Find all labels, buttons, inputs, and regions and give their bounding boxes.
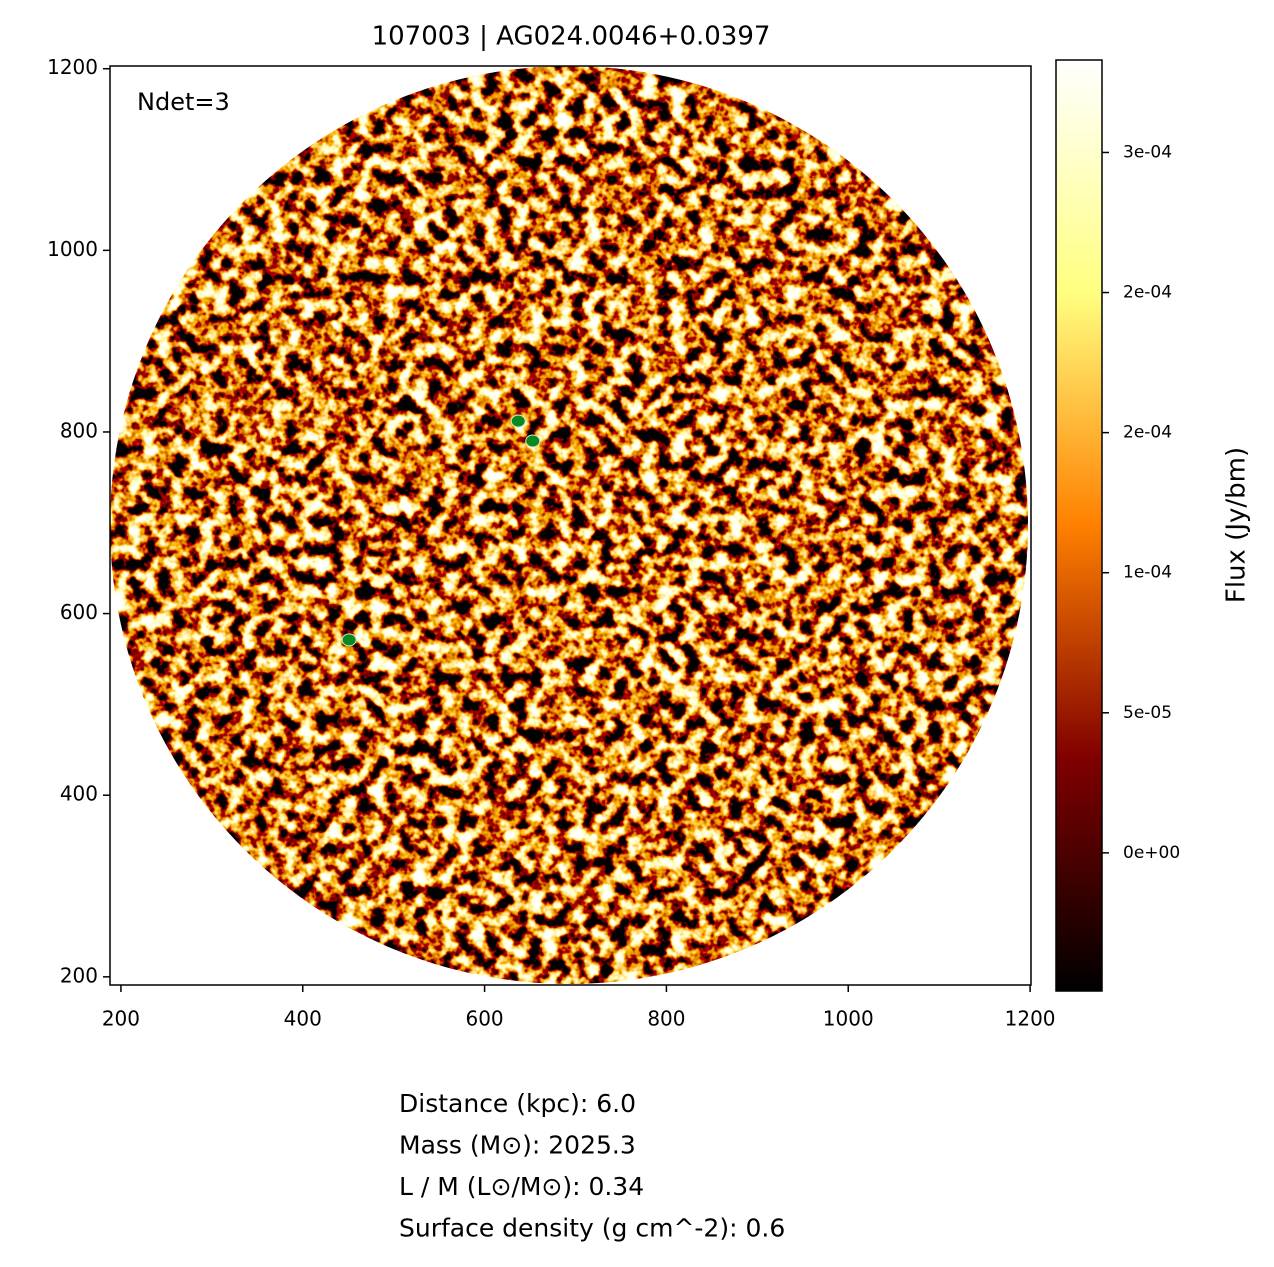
x-tick-label: 1200	[1005, 1007, 1056, 1031]
y-tick-label: 600	[60, 600, 98, 624]
x-tick-label: 800	[647, 1007, 685, 1031]
y-tick-label: 800	[60, 418, 98, 442]
flux-map	[110, 66, 1028, 984]
image	[110, 66, 1028, 984]
annotation: Ndet=3	[137, 88, 230, 116]
colorbar	[1055, 59, 1103, 992]
detection	[525, 434, 541, 448]
detection	[341, 633, 357, 647]
colorbar-label: Flux (Jy/bm)	[1222, 447, 1252, 603]
x-tick-label: 200	[102, 1007, 140, 1031]
colorbar-tick-label: 2e-04	[1123, 423, 1172, 443]
x-tick-label: 1000	[823, 1007, 874, 1031]
y-tick-label: 1200	[47, 55, 98, 79]
plot-frame	[109, 65, 1032, 986]
info-line: Distance (kpc): 6.0	[399, 1089, 636, 1118]
info-block: Distance (kpc): 6.0 Mass (M⊙): 2025.3 L / …	[399, 1089, 785, 1243]
detection	[510, 414, 526, 428]
y-tick-label: 200	[60, 963, 98, 987]
colorbar-tick-label: 2e-04	[1123, 283, 1172, 303]
info-line: L / M (L⊙/M⊙): 0.34	[399, 1172, 644, 1201]
info-line: Mass (M⊙): 2025.3	[399, 1131, 636, 1160]
y-tick-label: 1000	[47, 237, 98, 261]
colorbar-tick-label: 5e-05	[1123, 703, 1172, 723]
x-tick-label: 400	[284, 1007, 322, 1031]
info-line: Surface density (g cm^-2): 0.6	[399, 1214, 785, 1243]
x-tick-label: 600	[465, 1007, 503, 1031]
chart-title: 107003 | AG024.0046+0.0397	[372, 22, 771, 52]
colorbar-tick-label: 3e-04	[1123, 142, 1172, 162]
colorbar-tick-label: 1e-04	[1123, 563, 1172, 583]
y-tick-label: 400	[60, 782, 98, 806]
colorbar-tick-label: 0e+00	[1123, 843, 1180, 863]
